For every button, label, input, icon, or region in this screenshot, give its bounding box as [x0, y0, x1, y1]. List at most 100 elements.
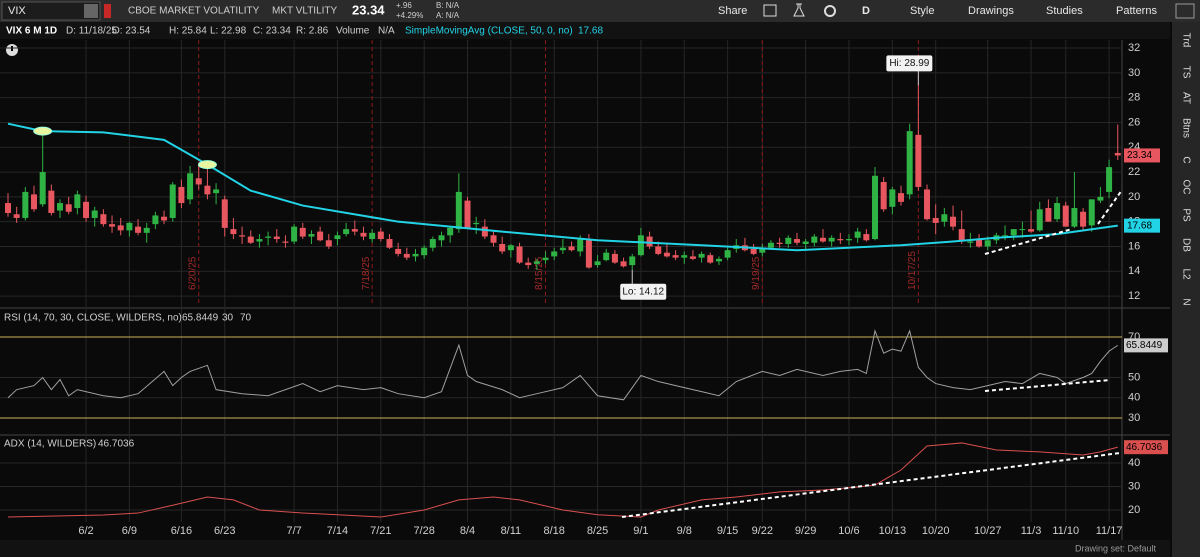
x-tick-label: 9/29	[795, 525, 816, 537]
settings-icon[interactable]	[824, 5, 836, 17]
candle-body	[603, 252, 610, 261]
style-button[interactable]: Style	[910, 5, 934, 17]
sidebar-tab[interactable]: Btns	[1180, 118, 1191, 138]
candle-body	[533, 261, 540, 264]
chart-title: VIX 6 M 1D	[6, 26, 57, 37]
price-tag	[1124, 218, 1160, 233]
studies-button[interactable]: Studies	[1046, 5, 1083, 17]
candle-body	[204, 185, 211, 195]
trendline[interactable]	[984, 228, 1073, 255]
candle-body	[178, 186, 185, 204]
candle-body	[308, 234, 315, 237]
candle-body	[455, 191, 462, 230]
period-button[interactable]: D	[862, 5, 870, 17]
x-tick-label: 9/22	[752, 525, 773, 537]
candle-body	[915, 134, 922, 187]
candle-body	[1028, 229, 1035, 232]
candle-body	[837, 239, 844, 241]
y-tick-label: 28	[1128, 92, 1140, 104]
volume-label: Volume	[336, 26, 370, 37]
candle-body	[265, 236, 272, 238]
info-close: C: 23.34	[253, 26, 291, 37]
candle-body	[438, 235, 445, 241]
candle-body	[811, 236, 818, 243]
info-open: O: 23.54	[112, 26, 151, 37]
candle-body	[135, 226, 142, 233]
snapshot-icon[interactable]	[763, 4, 777, 17]
x-tick-label: 11/3	[1021, 525, 1042, 537]
sma-marker	[197, 160, 217, 170]
sidebar-tab[interactable]: DB	[1180, 238, 1191, 252]
candle-body	[490, 235, 497, 243]
x-tick-label: 6/16	[171, 525, 192, 537]
drawings-button[interactable]: Drawings	[968, 5, 1014, 17]
candle-body	[1054, 203, 1061, 220]
sidebar-tab[interactable]: PS	[1180, 208, 1191, 222]
candle-body	[516, 246, 523, 263]
description: CBOE MARKET VOLATILITY	[128, 6, 260, 17]
sidebar-tab[interactable]: OC	[1180, 180, 1191, 195]
event-label: 7/18/25	[361, 256, 372, 290]
event-label: 10/17/25	[907, 251, 918, 290]
candle-body	[213, 189, 220, 194]
candle-body	[958, 229, 965, 242]
sidebar-tab[interactable]: C	[1180, 156, 1191, 163]
ask: A: N/A	[436, 11, 460, 20]
candle-body	[776, 242, 783, 244]
y-tick-label: 16	[1128, 240, 1140, 252]
event-label: 9/19/25	[751, 256, 762, 290]
symbol-dropdown[interactable]	[84, 4, 98, 18]
flask-icon[interactable]	[793, 3, 805, 17]
symbol-box[interactable]	[1, 1, 101, 21]
sidebar-tab[interactable]: Trd	[1180, 33, 1191, 48]
x-tick-label: 7/28	[413, 525, 434, 537]
candle-body	[83, 201, 90, 218]
adx-tag-label: 46.7036	[1126, 442, 1163, 453]
link-icon[interactable]	[104, 4, 111, 18]
candle-body	[247, 236, 254, 243]
window-button[interactable]	[1175, 3, 1195, 19]
candle-body	[57, 203, 64, 211]
share-button[interactable]: Share	[718, 5, 747, 17]
candle-body	[889, 189, 896, 207]
candle-body	[689, 256, 696, 259]
candle-body	[65, 204, 72, 212]
candle-body	[793, 239, 800, 243]
y-tick-label: 14	[1128, 265, 1140, 277]
candle-body	[594, 261, 601, 266]
candle-body	[525, 262, 532, 266]
price-tag	[1124, 148, 1160, 163]
candle-body	[629, 256, 636, 266]
candle-body	[767, 242, 774, 248]
x-tick-label: 9/15	[717, 525, 738, 537]
candle-body	[369, 232, 376, 240]
event-label: 6/20/25	[187, 256, 198, 290]
sidebar-tab[interactable]: N	[1180, 298, 1191, 305]
x-tick-label: 9/8	[677, 525, 692, 537]
candle-body	[577, 239, 584, 252]
candle-body	[655, 246, 662, 254]
sidebar-tab[interactable]: TS	[1180, 66, 1191, 79]
candle-body	[898, 193, 905, 202]
sidebar-tab[interactable]: AT	[1180, 92, 1191, 104]
candle-body	[161, 216, 168, 221]
candle-body	[924, 189, 931, 220]
patterns-button[interactable]: Patterns	[1116, 5, 1157, 17]
candle-body	[1114, 152, 1121, 156]
candle-body	[785, 237, 792, 244]
candle-body	[715, 258, 722, 262]
change-pct: +4.29%	[396, 11, 423, 20]
candle-body	[91, 210, 98, 218]
y-tick-label: 12	[1128, 290, 1140, 302]
candle-body	[1045, 208, 1052, 222]
candle-body	[499, 243, 506, 252]
candle-body	[126, 222, 133, 231]
candle-body	[976, 239, 983, 247]
drawing-set[interactable]: Drawing set: Default	[1075, 543, 1157, 553]
candle-body	[169, 184, 176, 218]
sidebar-tab[interactable]: L2	[1180, 268, 1191, 280]
info-range: R: 2.86	[296, 26, 329, 37]
candle-body	[1097, 196, 1104, 201]
candle-body	[195, 178, 202, 185]
